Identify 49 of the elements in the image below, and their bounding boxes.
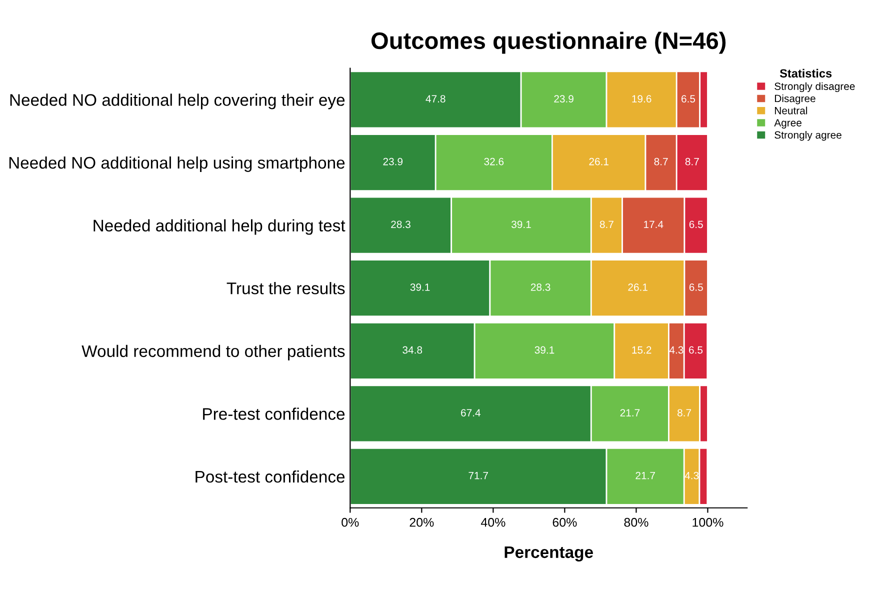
data-label: 21.7 bbox=[636, 472, 655, 480]
legend-label: Neutral bbox=[774, 106, 808, 114]
data-label: 39.1 bbox=[512, 220, 531, 228]
data-label: 39.1 bbox=[410, 284, 430, 291]
data-label: 21.7 bbox=[620, 409, 640, 416]
data-label: 67.4 bbox=[461, 409, 480, 416]
y-tick-label: Would recommend to other patients bbox=[82, 344, 345, 360]
legend-label: Strongly agree bbox=[774, 130, 842, 141]
x-tick-label: 20% bbox=[410, 518, 434, 527]
data-label: 8.7 bbox=[654, 158, 668, 166]
legend-title: Statistics bbox=[780, 68, 832, 78]
data-label: 15.2 bbox=[632, 346, 652, 354]
legend-label: Strongly disagree bbox=[774, 82, 855, 92]
data-label: 6.5 bbox=[682, 95, 696, 103]
y-tick-label: Needed NO additional help using smartphone bbox=[9, 156, 345, 172]
legend-label: Disagree bbox=[774, 94, 816, 104]
x-axis-title: Percentage bbox=[504, 546, 593, 562]
chart-title: Outcomes questionnaire (N=46) bbox=[371, 32, 726, 54]
y-tick-label: Pre-test confidence bbox=[203, 408, 345, 420]
legend-label: Agree bbox=[774, 119, 802, 129]
data-label: 6.5 bbox=[689, 284, 703, 291]
data-label: 6.5 bbox=[689, 220, 703, 228]
y-tick-label: Needed NO additional help covering their eye bbox=[10, 94, 345, 110]
data-label: 26.1 bbox=[628, 284, 648, 291]
data-label: 6.5 bbox=[689, 346, 703, 354]
data-label: 8.7 bbox=[600, 220, 614, 228]
data-label: 32.6 bbox=[484, 158, 504, 166]
y-tick-label: Post-test confidence bbox=[196, 470, 345, 483]
x-tick-label: 0% bbox=[342, 518, 359, 527]
y-tick-label: Needed additional help during test bbox=[94, 219, 346, 235]
data-label: 71.7 bbox=[468, 472, 488, 480]
data-label: 26.1 bbox=[589, 158, 608, 166]
data-label: 28.3 bbox=[391, 220, 410, 228]
data-label: 39.1 bbox=[534, 346, 554, 354]
y-tick-label: Trust the results bbox=[226, 282, 345, 294]
data-label: 47.8 bbox=[426, 95, 446, 103]
x-tick-label: 40% bbox=[480, 518, 506, 527]
x-tick-label: 60% bbox=[552, 518, 577, 527]
data-label: 23.9 bbox=[383, 158, 403, 166]
data-label: 17.4 bbox=[644, 220, 664, 228]
x-tick-label: 80% bbox=[624, 518, 648, 527]
data-label: 23.9 bbox=[554, 95, 574, 103]
data-label: 8.7 bbox=[678, 409, 692, 416]
data-label: 4.3 bbox=[669, 346, 684, 354]
data-label: 8.7 bbox=[685, 158, 699, 166]
data-label: 34.8 bbox=[402, 346, 422, 354]
data-label: 28.3 bbox=[530, 284, 550, 291]
x-tick-label: 100% bbox=[692, 518, 724, 527]
data-label: 19.6 bbox=[632, 95, 652, 103]
